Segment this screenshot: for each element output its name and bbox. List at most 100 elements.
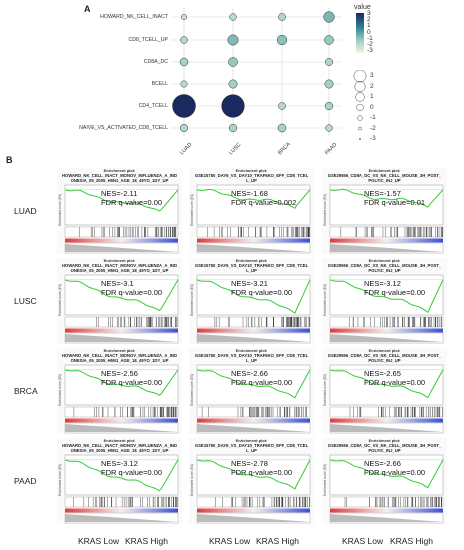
gene-set-title: GSE29556_CD8A_DC_VS_NK_CELL_MOUSE_3H_POS…: [327, 173, 442, 183]
gsea-svg: [329, 184, 444, 254]
x-label-low-3: KRAS Low: [342, 536, 384, 546]
hits-area: [64, 226, 179, 238]
nes-annotation: NES=-1.57 FDR q-value=0.01: [364, 189, 426, 207]
color-tick: -3: [367, 47, 373, 55]
enrichment-plot-header: Enrichment plot:: [103, 168, 136, 173]
size-tick: 2: [370, 82, 374, 90]
enrichment-plot-header: Enrichment plot:: [368, 258, 401, 263]
enrichment-plot-header: Enrichment plot:: [235, 348, 268, 353]
gsea-svg: [196, 184, 311, 254]
gsea-plot: Enrichment plot: GSE29556_CD8A_DC_VS_NK_C…: [322, 438, 447, 524]
tumor-label-brca: BRCA: [14, 386, 38, 396]
gsea-svg: [196, 454, 311, 524]
hits-area: [64, 406, 179, 418]
gsea-plot: Enrichment plot: GSE29556_CD8A_DC_VS_NK_C…: [322, 348, 447, 434]
gene-set-title: GSE29556_CD8A_DC_VS_NK_CELL_MOUSE_3H_POS…: [327, 443, 442, 453]
es-curve: [196, 369, 311, 399]
hits-area: [64, 496, 179, 508]
gene-set-title: HOWARD_NK_CELL_INACT_MONOV_INFLUENZA_A_I…: [62, 353, 177, 363]
fdr-value: FDR q-value=0.00: [231, 377, 293, 387]
rank-gradient-bar: [65, 328, 178, 333]
gsea-svg: [329, 364, 444, 434]
x-label-high-1: KRAS High: [125, 536, 168, 546]
rank-gradient-bar: [65, 508, 178, 513]
tumor-label-paad: PAAD: [14, 476, 37, 486]
gsea-plot: Enrichment plot: GSE15750_DAY6_VS_DAY10_T…: [189, 438, 314, 524]
row-label: CD8A_DC: [143, 59, 168, 65]
fdr-value: FDR q-value=0.01: [364, 197, 426, 207]
rank-gradient-bar: [65, 418, 178, 423]
es-plot-area: [196, 184, 311, 226]
bubble-cd4_tcell-lusc: [221, 94, 245, 118]
gsea-svg: [196, 274, 311, 344]
ranked-metric-fill: [197, 514, 310, 522]
nes-value: NES=-2.66: [231, 369, 268, 378]
size-circle: [354, 81, 366, 92]
ranked-metric-fill: [197, 424, 310, 432]
es-curve: [329, 188, 444, 208]
bubble-howard_nk_cell_inact-luad: [181, 14, 187, 20]
rank-gradient-bar: [65, 238, 178, 243]
fdr-value: FDR q-value=0.00: [364, 467, 426, 477]
row-label: CD4_TCELL: [138, 103, 168, 109]
hits-area: [196, 496, 311, 508]
size-tick: 1: [370, 93, 374, 100]
row-label: BCELL: [151, 81, 168, 87]
bubble-cd8a_dc-paad: [325, 58, 333, 66]
panel-b-letter: B: [6, 155, 13, 165]
enrichment-plot-header: Enrichment plot:: [235, 258, 268, 263]
nes-value: NES=-2.56: [101, 369, 138, 378]
size-tick: 3: [370, 72, 374, 79]
bubble-cd8_tcell_up-paad: [324, 35, 334, 45]
rank-gradient-bar: [197, 508, 310, 513]
rank-gradient-bar: [330, 418, 443, 423]
hits-area: [329, 226, 444, 238]
bubble-naive_vs_activated_cd8_tcell-paad: [325, 124, 333, 132]
gene-set-title: HOWARD_NK_CELL_INACT_MONOV_INFLUENZA_A_I…: [62, 173, 177, 183]
hits-area: [329, 406, 444, 418]
nes-annotation: NES=-3.12 FDR q-value=0.00: [101, 459, 162, 477]
bubble-howard_nk_cell_inact-lusc: [229, 13, 237, 21]
bubble-cd8a_dc-luad: [179, 57, 189, 67]
ranked-metric-fill: [65, 334, 178, 342]
bubble-cd8a_dc-lusc: [228, 57, 238, 67]
nes-value: NES=-3.21: [231, 279, 268, 288]
gene-set-title: GSE15750_DAY6_VS_DAY10_TRAF6KO_EFF_CD8_T…: [194, 353, 309, 363]
nes-value: NES=-3.12: [101, 459, 138, 468]
x-label-high-3: KRAS High: [390, 536, 433, 546]
rank-gradient-bar: [197, 418, 310, 423]
ranked-metric-fill: [330, 244, 443, 252]
fdr-value: FDR q-value=0.002: [231, 197, 297, 207]
ranked-metric-fill: [65, 424, 178, 432]
gsea-plot: Enrichment plot: HOWARD_NK_CELL_INACT_MON…: [57, 168, 182, 254]
enrichment-plot-header: Enrichment plot:: [368, 348, 401, 353]
enrichment-plot-header: Enrichment plot:: [103, 258, 136, 263]
rank-gradient-bar: [197, 238, 310, 243]
fdr-value: FDR q-value=0.00: [101, 377, 163, 387]
hits-area: [329, 496, 444, 508]
ranked-metric-fill: [197, 334, 310, 342]
nes-value: NES=-3.1: [101, 279, 134, 288]
gsea-plot: Enrichment plot: GSE29556_CD8A_DC_VS_NK_C…: [322, 168, 447, 254]
hits-area: [196, 406, 311, 418]
es-plot-area: [196, 454, 311, 496]
es-curve: [64, 369, 179, 396]
gsea-plot: Enrichment plot: GSE15750_DAY6_VS_DAY10_T…: [189, 258, 314, 344]
size-tick: -1: [370, 114, 376, 121]
bubble-howard_nk_cell_inact-paad: [323, 11, 335, 23]
enrichment-plot-header: Enrichment plot:: [368, 438, 401, 443]
ranked-metric-fill: [330, 424, 443, 432]
color-tick: 1: [367, 22, 371, 30]
color-bar: [356, 13, 364, 53]
nes-value: NES=-2.66: [364, 459, 401, 468]
es-plot-area: [64, 274, 179, 316]
gsea-svg: [64, 364, 179, 434]
nes-annotation: NES=-2.66 FDR q-value=0.00: [231, 369, 293, 387]
size-circle: [358, 137, 362, 141]
bubble-naive_vs_activated_cd8_tcell-lusc: [228, 123, 238, 133]
bubble-bcell-paad: [324, 79, 334, 89]
bubble-bcell-luad: [180, 80, 188, 88]
ranked-metric-fill: [330, 334, 443, 342]
es-plot-area: [64, 454, 179, 496]
panel-a-letter: A: [84, 4, 91, 14]
